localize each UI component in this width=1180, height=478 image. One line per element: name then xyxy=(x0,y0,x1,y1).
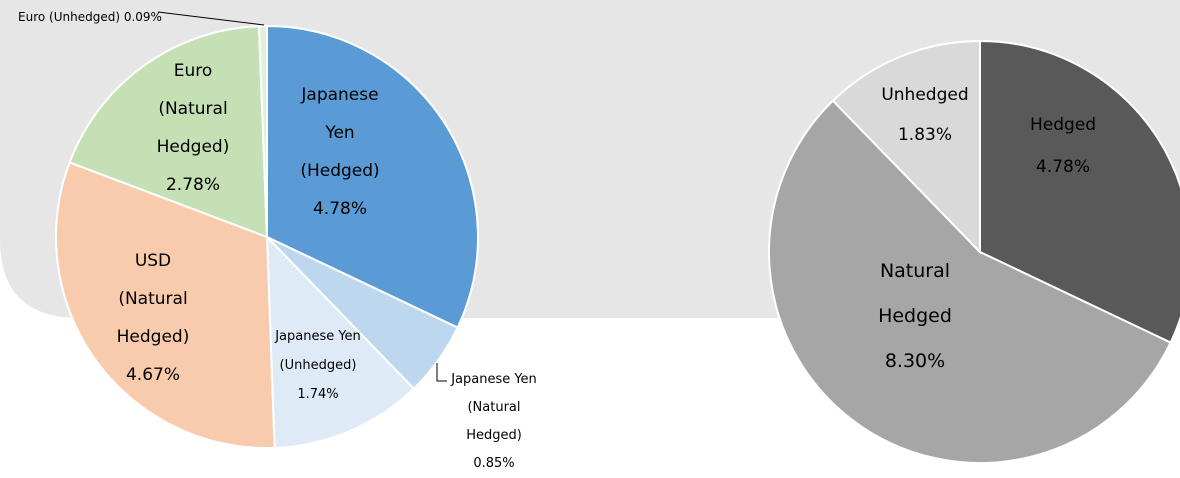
data-label: Natural Hedged 8.30% xyxy=(878,260,952,372)
pie-slice-euro-unhedged-0-09 xyxy=(257,24,268,238)
data-label-line: (Natural xyxy=(118,289,187,309)
data-label-line: (Natural xyxy=(467,400,520,415)
data-label-line: Japanese Yen xyxy=(450,372,537,387)
data-label: Euro (Unhedged) 0.09% xyxy=(18,10,162,24)
pie-slice-japanese-yen-unhedged xyxy=(265,234,416,449)
pie-slice-euro-natural-hedged xyxy=(68,25,269,239)
data-label-line: Hedged xyxy=(878,305,952,327)
pie-slice-unhedged xyxy=(831,39,981,255)
data-label-line: Japanese xyxy=(300,85,378,105)
leader-line xyxy=(157,11,265,26)
leader-line xyxy=(436,363,447,382)
data-label-line: Natural xyxy=(880,260,950,282)
data-label-line: 0.85% xyxy=(473,456,514,471)
data-label-line: Euro xyxy=(174,61,213,81)
pie-slice-natural-hedged xyxy=(767,99,1172,464)
pie-slice-usd-natural-hedged xyxy=(55,161,276,449)
hedging-breakdown-pie: Hedged 4.78% Natural Hedged 8.30% Unhedged 1.8… xyxy=(767,39,1180,464)
data-label: Japanese Yen (Hedged) 4.78% xyxy=(300,85,379,219)
data-label-line: 1.74% xyxy=(297,387,338,402)
data-label-line: Unhedged xyxy=(881,85,968,105)
data-label-line: 4.78% xyxy=(1036,157,1090,177)
data-label-line: (Hedged) xyxy=(300,161,379,181)
data-label-line: Hedged xyxy=(1030,115,1096,135)
data-label: USD (Natural Hedged) 4.67% xyxy=(117,251,190,385)
data-label-line: 8.30% xyxy=(885,350,945,372)
data-label-line: Japanese Yen xyxy=(274,329,361,344)
data-label-line: USD xyxy=(135,251,171,271)
data-label-line: Euro (Unhedged) 0.09% xyxy=(18,10,162,24)
data-label: Unhedged 1.83% xyxy=(881,85,968,145)
data-label-line: 4.67% xyxy=(126,365,180,385)
data-label-line: 1.83% xyxy=(898,125,952,145)
data-label-line: (Natural xyxy=(158,99,227,119)
data-label: Hedged 4.78% xyxy=(1030,115,1096,177)
pie-slice-hedged xyxy=(979,39,1180,344)
data-label-line: 2.78% xyxy=(166,175,220,195)
data-label: Japanese Yen (Unhedged) 1.74% xyxy=(274,329,361,402)
data-label-line: Hedged) xyxy=(117,327,190,347)
data-label-line: Hedged) xyxy=(157,137,230,157)
data-label-line: (Unhedged) xyxy=(280,358,357,373)
data-label-line: 4.78% xyxy=(313,199,367,219)
data-label: Euro (Natural Hedged) 2.78% xyxy=(157,61,230,195)
data-label-line: Yen xyxy=(324,123,354,143)
data-label-line: Hedged) xyxy=(466,428,522,443)
currency-breakdown-pie: Japanese Yen (Hedged) 4.78% Japanese Yen (Nat… xyxy=(18,10,537,471)
pie-slice-japanese-yen-hedged xyxy=(266,24,479,329)
data-label: Japanese Yen (Natural Hedged) 0.85% xyxy=(450,372,537,471)
